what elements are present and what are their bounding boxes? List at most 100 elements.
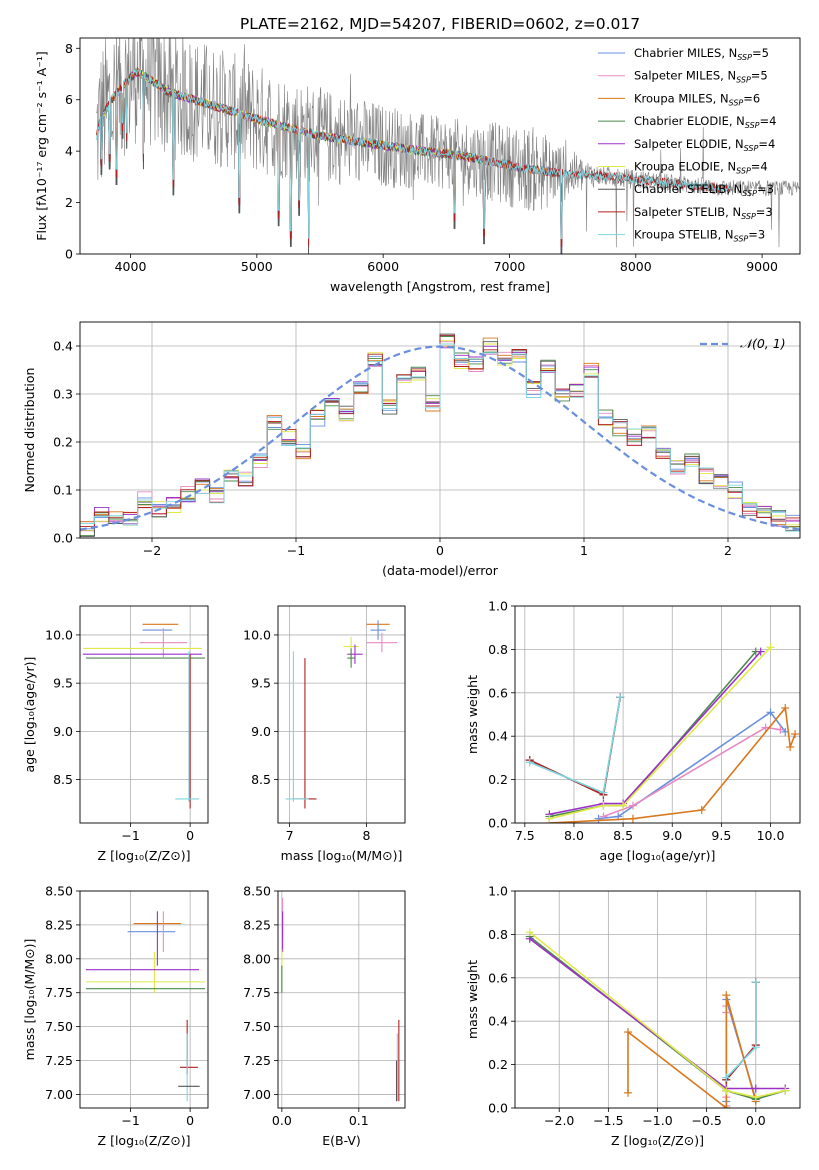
x-tick-label: 0 — [186, 828, 194, 843]
y-tick-label: 0.1 — [53, 483, 73, 498]
weight-point-marker — [697, 805, 706, 814]
y-tick-label: 0 — [65, 247, 73, 262]
axes-frame — [79, 890, 209, 1109]
y-axis-label: mass [log₁₀(M/M⊙)] — [22, 939, 37, 1061]
figure-title: PLATE=2162, MJD=54207, FIBERID=0602, z=0… — [240, 15, 640, 33]
y-tick-label: 0.6 — [488, 685, 508, 700]
x-tick-label: −1 — [121, 1113, 139, 1128]
x-tick-label: 6000 — [367, 259, 399, 274]
legend-label: Chabrier STELIB, NSSP=3 — [634, 182, 774, 198]
y-tick-label: 8.00 — [243, 951, 271, 966]
x-tick-label: −2 — [143, 543, 161, 558]
y-tick-label: 6 — [65, 92, 73, 107]
x-tick-label: −1 — [287, 543, 305, 558]
y-tick-label: 8.50 — [243, 884, 271, 899]
x-tick-label: 7000 — [494, 259, 526, 274]
weight-point-marker — [751, 1093, 760, 1102]
weight-point-marker — [628, 814, 637, 823]
y-tick-label: 2 — [65, 195, 73, 210]
y-tick-label: 9.0 — [251, 724, 271, 739]
weight-point-marker — [628, 801, 637, 810]
x-axis-label: Z [log₁₀(Z/Z⊙)] — [98, 1133, 191, 1148]
error-bar — [370, 620, 386, 640]
y-tick-label: 0.4 — [488, 1014, 508, 1029]
mass-vs-EBV-plot-area — [281, 897, 400, 1102]
axes-frame — [514, 890, 801, 1109]
weight-point-marker — [756, 647, 765, 656]
x-axis-label: Z [log₁₀(Z/Z⊙)] — [98, 848, 191, 863]
y-axis-label: age [log₁₀(age/yr)] — [22, 657, 37, 773]
y-tick-label: 4 — [65, 144, 73, 159]
weight-point-marker — [776, 725, 785, 734]
model-spectrum-line — [96, 68, 731, 239]
y-tick-label: 9.5 — [53, 676, 73, 691]
x-tick-label: 0.0 — [746, 1113, 766, 1128]
x-tick-label: 0 — [436, 543, 444, 558]
weight-point-marker — [599, 788, 608, 797]
x-tick-label: 0 — [186, 1113, 194, 1128]
x-axis-label: age [log₁₀(age/yr)] — [600, 848, 716, 863]
y-tick-label: 8.5 — [53, 772, 73, 787]
y-tick-label: 0.0 — [53, 531, 73, 546]
y-tick-label: 0.6 — [488, 970, 508, 985]
y-tick-label: 0.0 — [488, 816, 508, 831]
weight-point-marker — [594, 814, 603, 823]
y-tick-label: 8 — [65, 41, 73, 56]
weight-series-line — [598, 711, 786, 820]
y-tick-label: 7.50 — [45, 1019, 73, 1034]
x-tick-label: −1.5 — [593, 1113, 623, 1128]
weight-point-marker — [722, 1073, 731, 1082]
axes-frame — [514, 605, 801, 824]
x-axis-label: E(B-V) — [322, 1133, 361, 1148]
legend-label: Chabrier ELODIE, NSSP=4 — [634, 114, 776, 130]
error-bar — [347, 648, 355, 668]
weight-point-marker — [619, 801, 628, 810]
x-tick-label: 5000 — [241, 259, 273, 274]
y-tick-label: 1.0 — [488, 884, 508, 899]
weight-point-marker — [781, 703, 790, 712]
weight-point-marker — [624, 1028, 633, 1037]
data-spectrum-line — [96, 38, 800, 248]
legend-label: Kroupa ELODIE, NSSP=4 — [634, 160, 768, 176]
error-bar — [347, 644, 363, 664]
y-tick-label: 7.25 — [45, 1053, 73, 1068]
x-tick-label: 0.1 — [349, 1113, 369, 1128]
x-tick-label: 7 — [286, 828, 294, 843]
y-tick-label: 7.75 — [243, 985, 271, 1000]
x-tick-label: −1 — [121, 828, 139, 843]
weight-point-marker — [766, 643, 775, 652]
weight-point-marker — [599, 801, 608, 810]
y-tick-label: 8.5 — [251, 772, 271, 787]
y-tick-label: 0.2 — [488, 1057, 508, 1072]
weight-series-line — [549, 646, 772, 820]
weight-point-marker — [766, 708, 775, 717]
mass-vs-Z-panel: −1 0 7.00 7.25 7.50 7.75 8.00 8.25 8.50 Z [log₁₀(… — [22, 884, 209, 1148]
weight-series-line — [529, 938, 786, 1090]
y-tick-label: 9.0 — [53, 724, 73, 739]
y-tick-label: 8.25 — [45, 917, 73, 932]
spectrum-panel: 4000 5000 6000 7000 8000 9000 0 2 4 6 8 wavelength … — [34, 37, 801, 294]
weight-point-marker — [722, 1104, 731, 1108]
x-tick-label: −1.0 — [642, 1113, 672, 1128]
weight-series-line — [529, 931, 786, 1099]
y-tick-label: 7.25 — [243, 1053, 271, 1068]
age-vs-mass-panel: 7 8 8.5 9.0 9.5 10.0 mass [log₁₀(M/M⊙)] — [243, 605, 406, 863]
weight-point-marker — [525, 758, 534, 767]
weight-point-marker — [525, 928, 534, 937]
weight-point-marker — [545, 814, 554, 823]
weight-vs-Z-panel: −2.0 −1.5 −1.0 −0.5 0.0 0.0 0.2 0.4 0.6 0.8 1.0 Z [… — [465, 884, 801, 1148]
mass-vs-Z-plot-area — [85, 911, 206, 1102]
y-tick-label: 10.0 — [45, 627, 73, 642]
legend-label: Kroupa STELIB, NSSP=3 — [634, 228, 765, 244]
y-axis-label: Normed distribution — [22, 368, 37, 493]
axes-frame — [79, 321, 801, 539]
residuals-panel: −2 −1 0 1 2 0.0 0.1 0.2 0.3 0.4 (data-model)/error… — [22, 321, 801, 578]
axes-frame — [79, 605, 209, 824]
x-tick-label: 9.5 — [711, 828, 731, 843]
x-tick-label: 8 — [363, 828, 371, 843]
legend-label: Salpeter STELIB, NSSP=3 — [634, 205, 773, 221]
y-tick-label: 0.4 — [53, 339, 73, 354]
x-tick-label: 0.0 — [272, 1113, 292, 1128]
x-tick-label: 2 — [724, 543, 732, 558]
